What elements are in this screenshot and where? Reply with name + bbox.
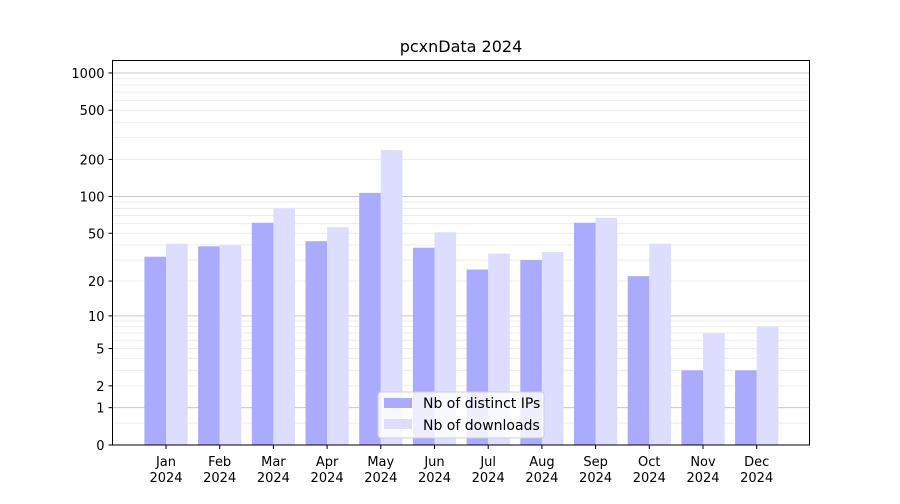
- chart-title: pcxnData 2024: [400, 37, 523, 56]
- bar-distinct-ips: [144, 256, 166, 445]
- y-tick-label: 50: [88, 227, 105, 242]
- x-tick-label-month: Mar: [261, 455, 286, 470]
- bar-downloads: [327, 227, 349, 445]
- bar-distinct-ips: [359, 192, 381, 445]
- x-tick-label-year: 2024: [418, 471, 451, 486]
- bar-downloads: [166, 243, 188, 445]
- x-tick-label-month: Jul: [479, 455, 496, 470]
- x-tick-label-month: Apr: [316, 455, 339, 470]
- y-tick-label: 20: [88, 275, 105, 290]
- x-tick-label-year: 2024: [257, 471, 290, 486]
- legend-swatch-ips: [384, 398, 412, 408]
- x-tick-label-month: Feb: [208, 455, 231, 470]
- bar-downloads: [756, 326, 779, 445]
- y-tick-label: 1000: [71, 67, 104, 82]
- bar-distinct-ips: [627, 276, 650, 445]
- bar-downloads: [595, 217, 618, 445]
- x-tick-label-year: 2024: [364, 471, 397, 486]
- bar-distinct-ips: [305, 241, 328, 445]
- bar-distinct-ips: [681, 370, 703, 445]
- plot-frame: [112, 60, 810, 446]
- y-tick-label: 10: [88, 310, 105, 325]
- bar-distinct-ips: [251, 222, 274, 445]
- y-tick-label: 0: [96, 439, 104, 454]
- bar-distinct-ips: [735, 370, 757, 445]
- x-tick-label-month: Jan: [155, 455, 176, 470]
- y-axis: 0 1 2 5 10 20 50 100 200 500 1000: [71, 67, 113, 454]
- x-tick-label-month: May: [367, 455, 394, 470]
- y-tick-label: 500: [80, 104, 105, 119]
- x-tick-label-year: 2024: [686, 471, 719, 486]
- bar-downloads: [703, 333, 725, 445]
- x-tick-label-year: 2024: [525, 471, 558, 486]
- legend-box: [377, 391, 545, 439]
- legend-swatch-downloads: [384, 419, 412, 429]
- x-tick-label-month: Oct: [638, 455, 660, 470]
- y-tick-label: 1: [96, 402, 104, 417]
- x-tick-label-year: 2024: [311, 471, 344, 486]
- y-tick-label: 200: [80, 153, 105, 168]
- legend: Nb of distinct IPs Nb of downloads: [377, 391, 545, 439]
- x-tick-label-year: 2024: [472, 471, 505, 486]
- bar-downloads: [219, 245, 242, 445]
- x-tick-label-year: 2024: [633, 471, 666, 486]
- y-tick-label: 2: [96, 380, 104, 395]
- bar-distinct-ips: [198, 246, 220, 445]
- bar-downloads: [541, 252, 564, 445]
- bar-downloads: [380, 150, 403, 445]
- x-axis: Jan2024Feb2024Mar2024Apr2024May2024Jun20…: [149, 445, 773, 486]
- legend-label-ips: Nb of distinct IPs: [423, 396, 540, 412]
- legend-label-downloads: Nb of downloads: [423, 418, 540, 434]
- bar-downloads: [649, 243, 671, 445]
- x-tick-label-month: Dec: [744, 455, 769, 470]
- x-tick-label-month: Nov: [690, 455, 716, 470]
- y-tick-label: 100: [80, 190, 105, 205]
- x-tick-label-month: Sep: [583, 455, 608, 470]
- x-tick-label-year: 2024: [149, 471, 182, 486]
- x-tick-label-year: 2024: [740, 471, 773, 486]
- x-tick-label-year: 2024: [203, 471, 236, 486]
- x-tick-label-month: Jun: [423, 455, 444, 470]
- x-tick-label-month: Aug: [529, 455, 554, 470]
- x-tick-label-year: 2024: [579, 471, 612, 486]
- bar-distinct-ips: [574, 222, 596, 445]
- y-tick-label: 5: [96, 343, 104, 358]
- bar-downloads: [273, 208, 295, 445]
